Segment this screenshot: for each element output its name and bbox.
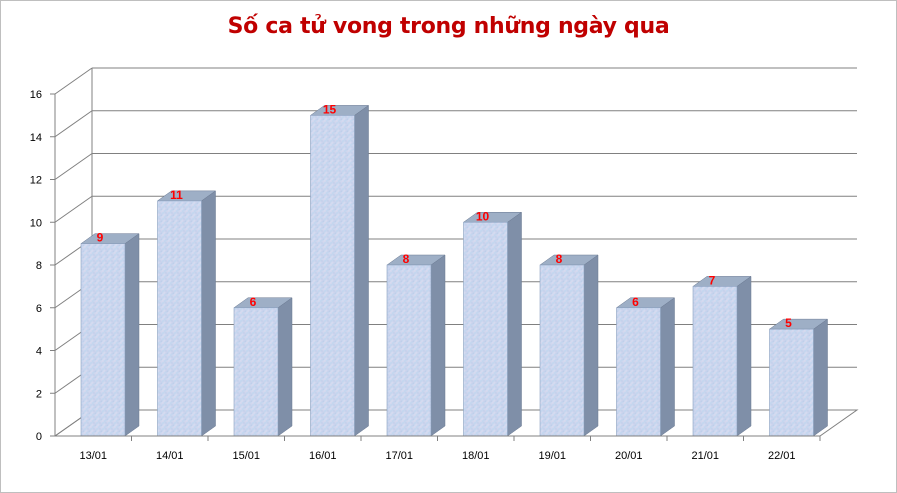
bar-front — [310, 115, 355, 437]
bar-side — [430, 254, 446, 437]
gridline-side — [54, 153, 93, 180]
x-tick-label: 22/01 — [768, 450, 796, 462]
x-tick-label: 15/01 — [232, 450, 260, 462]
bar: 7 — [692, 273, 752, 437]
bar-side — [124, 233, 140, 437]
gridline-side — [54, 195, 93, 223]
y-tick-label: 0 — [36, 431, 42, 443]
x-tick-label: 13/01 — [79, 450, 107, 462]
y-axis: 0 2 4 6 8 10 12 14 16 — [30, 68, 93, 443]
x-axis: 13/01 14/01 15/01 16/01 17/01 18/01 19/01 20/01… — [55, 435, 821, 462]
x-tick-label: 21/01 — [691, 450, 719, 462]
x-tick-label: 14/01 — [156, 450, 184, 462]
y-tick-label: 8 — [36, 260, 42, 272]
y-tick-label: 2 — [36, 388, 42, 400]
bar: 15 — [309, 102, 370, 437]
y-tick-label: 14 — [30, 132, 42, 144]
data-label: 8 — [403, 252, 410, 266]
bar-front — [463, 221, 508, 437]
bar-front — [616, 307, 661, 437]
data-label: 9 — [97, 231, 104, 245]
bar-front — [769, 328, 814, 437]
data-label: 5 — [785, 316, 792, 330]
x-tick-label: 18/01 — [462, 450, 490, 462]
y-tick-label: 4 — [36, 346, 42, 358]
bar: 6 — [233, 295, 293, 437]
data-label: 6 — [632, 295, 639, 309]
bar-side — [354, 104, 369, 437]
data-label: 8 — [556, 252, 563, 266]
bar-side — [736, 275, 752, 437]
bar-front — [80, 243, 126, 437]
gridline-side — [54, 67, 93, 95]
y-tick-label: 16 — [30, 89, 42, 101]
bar-side — [201, 190, 216, 437]
bar-side — [660, 297, 675, 437]
x-tick-label: 20/01 — [615, 450, 643, 462]
bar-side — [277, 297, 293, 437]
x-tick-label: 16/01 — [309, 450, 337, 462]
x-tick-label: 17/01 — [385, 450, 413, 462]
y-tick-label: 12 — [30, 175, 42, 187]
chart-title: Số ca tử vong trong những ngày qua — [227, 14, 670, 39]
bar-side — [813, 318, 828, 437]
x-tick-label: 19/01 — [538, 450, 566, 462]
bars: 9 11 6 15 8 10 8 6 7 5 — [80, 102, 829, 437]
bar: 5 — [768, 316, 829, 437]
data-label: 11 — [170, 188, 183, 202]
bar: 9 — [80, 231, 140, 437]
bar-front — [233, 307, 279, 437]
bar-front — [157, 200, 202, 437]
bar: 6 — [615, 295, 676, 437]
bar-side — [583, 254, 599, 437]
bar: 11 — [156, 188, 217, 437]
bar: 8 — [386, 252, 446, 437]
bar-front — [539, 264, 585, 437]
data-label: 15 — [323, 102, 337, 116]
gridline-side — [54, 110, 93, 138]
y-tick-label: 10 — [30, 217, 42, 229]
data-label: 6 — [250, 295, 257, 309]
bar-front — [692, 286, 738, 437]
data-label: 10 — [476, 209, 490, 223]
y-tick-label: 6 — [36, 303, 42, 315]
bar-side — [507, 211, 522, 437]
bar: 8 — [539, 252, 599, 437]
bar: 10 — [462, 209, 523, 437]
data-label: 7 — [709, 273, 716, 287]
bar-front — [386, 264, 432, 437]
